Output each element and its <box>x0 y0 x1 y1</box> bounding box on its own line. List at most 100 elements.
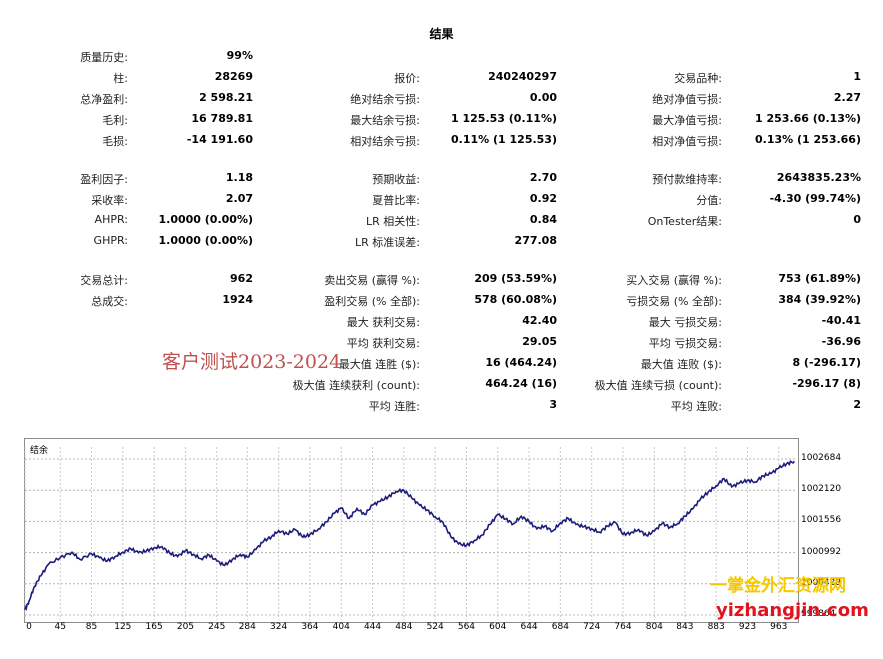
stat-value: 1.18 <box>225 171 253 184</box>
stat-value: 2643835.23% <box>776 171 861 184</box>
stat-label: 最大 亏损交易: <box>648 316 722 329</box>
stat-value: 209 (53.59%) <box>474 272 557 285</box>
stat-label: 最大净值亏损: <box>652 114 722 127</box>
stat-value: 16 789.81 <box>191 112 253 125</box>
balance-series-line <box>24 460 796 612</box>
stat-label: 盈利因子: <box>80 173 128 186</box>
x-tick-label: 404 <box>332 622 350 632</box>
x-tick-label: 724 <box>583 622 601 632</box>
stat-value: 1 125.53 (0.11%) <box>451 112 557 125</box>
stat-label: 平均 连胜: <box>368 400 420 413</box>
stat-label: 最大 获利交易: <box>346 316 420 329</box>
stat-value: -14 191.60 <box>186 133 253 146</box>
x-tick-label: 364 <box>301 622 319 632</box>
stat-value: 16 (464.24) <box>485 356 557 369</box>
x-tick-label: 883 <box>707 622 725 632</box>
stat-label: 亏损交易 (% 全部): <box>626 295 722 308</box>
stat-label: LR 相关性: <box>366 215 420 228</box>
stat-label: GHPR: <box>93 234 128 247</box>
stat-value: 2.27 <box>833 91 861 104</box>
chart-title: 结余 <box>30 446 49 456</box>
stat-value: -4.30 (99.74%) <box>769 192 861 205</box>
stat-value: 1 <box>853 70 861 83</box>
stat-value: 28269 <box>214 70 253 83</box>
stat-label: AHPR: <box>94 213 128 226</box>
stat-label: 最大值 连胜 ($): <box>338 358 420 371</box>
stat-label: 预付款维持率: <box>652 173 722 186</box>
stat-label: 采收率: <box>91 194 128 207</box>
stat-label: 总净盈利: <box>80 93 128 106</box>
stat-label: 分值: <box>696 194 722 207</box>
stat-value: 1.0000 (0.00%) <box>158 213 254 226</box>
x-tick-label: 843 <box>676 622 694 632</box>
y-tick-label: 999864 <box>801 609 836 619</box>
stat-label: 预期收益: <box>372 173 420 186</box>
stat-value: 2.07 <box>225 192 253 205</box>
stat-label: 平均 连败: <box>670 400 722 413</box>
stat-value: 384 (39.92%) <box>778 293 861 306</box>
x-tick-label: 45 <box>54 622 66 632</box>
stat-value: 99% <box>226 49 253 62</box>
x-tick-label: 125 <box>114 622 132 632</box>
stat-value: -296.17 (8) <box>792 377 861 390</box>
x-tick-label: 0 <box>26 622 32 632</box>
x-tick-label: 444 <box>363 622 382 632</box>
x-tick-label: 205 <box>176 622 195 632</box>
stat-label: 极大值 连续获利 (count): <box>292 379 420 392</box>
stat-label: 质量历史: <box>80 51 128 64</box>
stat-value: 1.0000 (0.00%) <box>158 234 254 247</box>
stat-label: 交易品种: <box>674 72 722 85</box>
stat-value: 464.24 (16) <box>485 377 557 390</box>
stat-label: 最大值 连败 ($): <box>640 358 722 371</box>
x-tick-label: 284 <box>238 622 256 632</box>
y-tick-label: 1001556 <box>801 515 842 526</box>
x-tick-label: 644 <box>520 622 538 632</box>
stat-label: 卖出交易 (赢得 %): <box>324 274 420 287</box>
stat-label: OnTester结果: <box>647 215 722 228</box>
watermark-text: 客户测试2023-2024 <box>162 351 342 373</box>
stat-value: -40.41 <box>821 314 861 327</box>
stat-value: 0.00 <box>529 91 557 104</box>
stat-value: 0.84 <box>529 213 557 226</box>
stat-label: 盈利交易 (% 全部): <box>324 295 420 308</box>
x-tick-label: 245 <box>208 622 226 632</box>
stat-value: 2 <box>853 398 861 411</box>
balance-chart-frame <box>24 438 799 623</box>
y-tick-label: 1002684 <box>801 453 842 463</box>
stat-label: 相对净值亏损: <box>652 135 722 148</box>
stat-value: 753 (61.89%) <box>778 272 861 285</box>
x-tick-label: 484 <box>395 622 413 632</box>
stat-label: 平均 获利交易: <box>346 337 420 350</box>
stat-value: 8 (-296.17) <box>792 356 861 369</box>
stat-value: 29.05 <box>522 335 557 348</box>
x-tick-label: 963 <box>770 622 788 632</box>
x-tick-label: 165 <box>145 622 163 632</box>
x-tick-label: 85 <box>85 622 98 632</box>
y-tick-label: 1002120 <box>801 484 842 495</box>
x-tick-label: 684 <box>551 622 569 632</box>
stat-label: LR 标准误差: <box>355 236 420 249</box>
stat-label: 平均 亏损交易: <box>648 337 722 350</box>
brand-url: yizhangjin.com <box>716 600 869 621</box>
stat-label: 最大结余亏损: <box>350 114 420 127</box>
stat-value: 0.92 <box>529 192 557 205</box>
stat-label: 买入交易 (赢得 %): <box>626 274 722 287</box>
stat-label: 交易总计: <box>80 274 128 287</box>
y-tick-label: 1000992 <box>801 546 842 557</box>
stat-value: 2 598.21 <box>199 91 253 104</box>
stat-value: 0.13% (1 253.66) <box>755 133 861 146</box>
x-tick-label: 764 <box>614 622 632 632</box>
stat-label: 毛损: <box>102 135 128 148</box>
x-tick-label: 804 <box>645 622 663 632</box>
stat-value: 42.40 <box>522 314 557 327</box>
x-tick-label: 604 <box>489 622 507 632</box>
x-tick-label: 524 <box>426 622 444 632</box>
brand-name: 一掌金外汇资源网 <box>710 576 846 596</box>
stat-label: 报价: <box>394 72 420 85</box>
stat-label: 绝对净值亏损: <box>652 93 722 106</box>
stat-value: 0.11% (1 125.53) <box>451 133 557 146</box>
stat-label: 毛利: <box>102 114 128 127</box>
stat-value: 1924 <box>222 293 253 306</box>
stat-label: 绝对结余亏损: <box>350 93 420 106</box>
stat-value: 578 (60.08%) <box>474 293 557 306</box>
